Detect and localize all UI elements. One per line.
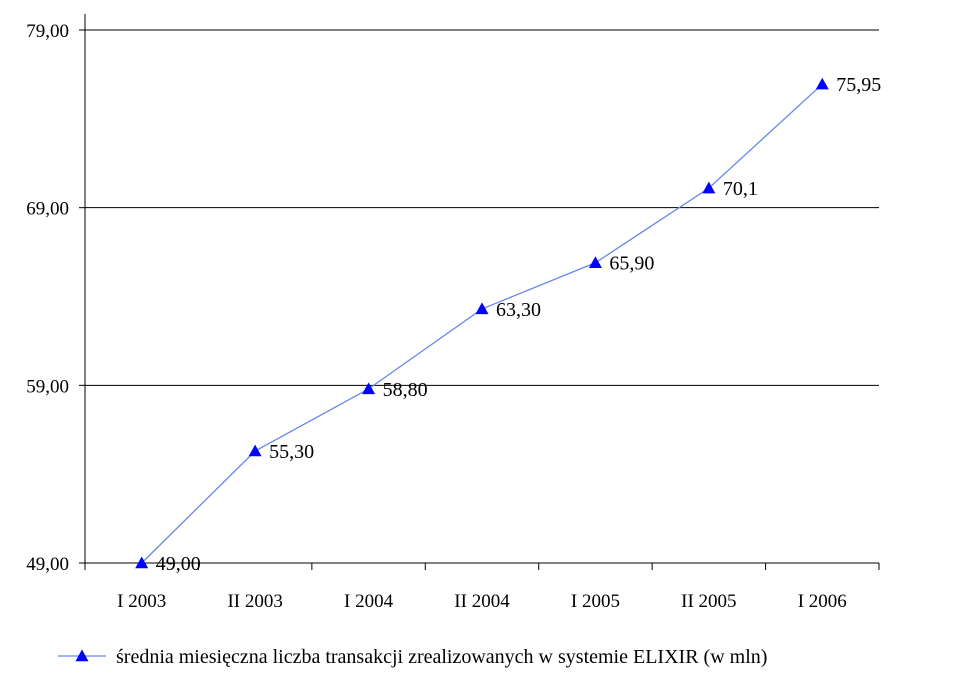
data-label: 55,30 xyxy=(269,441,314,463)
x-tick-label: I 2004 xyxy=(344,591,394,612)
y-tick-label: 49,00 xyxy=(26,554,69,575)
series-layer xyxy=(135,77,829,569)
data-labels: 49,00 55,30 58,80 63,30 65,90 70,1 75,95 xyxy=(156,74,882,575)
x-tick-label: II 2004 xyxy=(454,591,510,612)
data-point-marker xyxy=(248,444,262,457)
x-tick-label: I 2006 xyxy=(798,591,847,612)
gridlines xyxy=(85,29,879,564)
data-label: 58,80 xyxy=(383,379,428,401)
data-label: 75,95 xyxy=(836,74,881,96)
data-point-marker xyxy=(362,382,376,395)
x-tick-label: II 2005 xyxy=(681,591,736,612)
axes: 49,00 59,00 69,00 79,00 I 2003 II 2003 I 2004 I… xyxy=(26,14,880,612)
x-tick-label: I 2003 xyxy=(117,591,166,612)
data-label: 65,90 xyxy=(609,253,654,275)
data-label: 63,30 xyxy=(496,299,541,321)
data-label: 70,1 xyxy=(723,178,758,200)
y-tick-label: 79,00 xyxy=(26,21,69,42)
x-tick-label: I 2005 xyxy=(571,591,620,612)
legend-label: średnia miesięczna liczba transakcji zre… xyxy=(116,646,767,668)
x-tick-label: II 2003 xyxy=(227,591,282,612)
legend-marker xyxy=(75,649,89,662)
legend: średnia miesięczna liczba transakcji zre… xyxy=(58,646,767,668)
y-tick-label: 59,00 xyxy=(26,376,69,397)
data-point-marker xyxy=(135,556,149,569)
data-point-marker xyxy=(702,181,716,194)
data-label: 49,00 xyxy=(156,553,201,575)
data-point-marker xyxy=(588,256,602,268)
data-point-marker xyxy=(475,302,489,315)
series-line xyxy=(141,83,823,564)
data-point-marker xyxy=(815,77,829,90)
y-tick-label: 69,00 xyxy=(26,199,69,220)
